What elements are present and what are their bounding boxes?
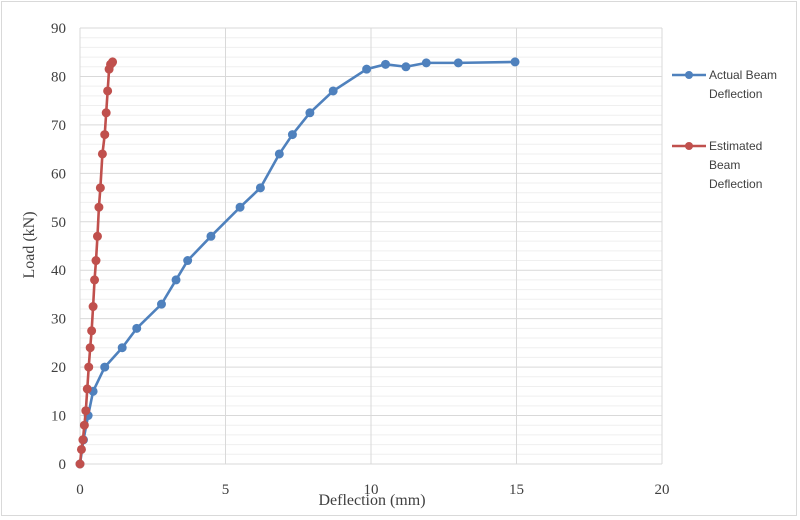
grid	[79, 27, 663, 465]
data-point	[510, 57, 520, 67]
series-estimated	[75, 57, 118, 469]
data-point	[87, 326, 97, 336]
data-point	[274, 149, 284, 159]
data-point	[171, 275, 181, 285]
data-point	[183, 256, 193, 266]
y-tick-label: 80	[51, 69, 66, 85]
data-point	[206, 231, 216, 241]
data-point	[76, 444, 86, 454]
legend: Actual Beam Deflection Estimated Beam Deflec…	[672, 68, 777, 191]
data-point	[287, 130, 297, 140]
legend-label: Deflection	[709, 87, 762, 101]
y-tick-label: 50	[51, 215, 66, 231]
data-point	[78, 435, 88, 445]
data-point	[84, 362, 94, 372]
legend-swatch-marker	[685, 142, 693, 150]
data-point	[103, 86, 113, 96]
series-actual	[75, 57, 520, 469]
data-point	[97, 149, 107, 159]
data-point	[95, 183, 105, 193]
y-axis-label: Load (kN)	[21, 211, 38, 278]
y-tick-label: 40	[51, 263, 66, 279]
data-point	[381, 59, 391, 69]
x-tick-label: 5	[222, 482, 230, 498]
legend-label: Actual Beam	[709, 68, 777, 82]
data-point	[421, 58, 431, 68]
y-tick-label: 90	[51, 21, 66, 37]
data-point	[79, 420, 89, 430]
y-tick-label: 10	[51, 409, 66, 425]
y-tick-label: 20	[51, 360, 66, 376]
data-point	[101, 108, 111, 118]
data-point	[117, 343, 127, 353]
data-point	[85, 343, 95, 353]
data-point	[81, 406, 91, 416]
data-point	[401, 62, 411, 72]
series-line	[78, 60, 516, 465]
data-point	[235, 202, 245, 212]
legend-label: Beam	[709, 158, 740, 172]
data-point	[453, 58, 463, 68]
legend-label: Deflection	[709, 177, 762, 191]
data-point	[132, 323, 142, 333]
data-point	[88, 302, 98, 312]
x-tick-label: 0	[76, 482, 84, 498]
y-tick-labels: 0 10 20 30 40 50 60 70 80 90	[51, 21, 66, 473]
y-tick-label: 60	[51, 166, 66, 182]
data-point	[75, 459, 85, 469]
data-point	[156, 299, 166, 309]
data-point	[91, 256, 101, 266]
data-point	[255, 183, 265, 193]
data-point	[328, 86, 338, 96]
data-point	[90, 275, 100, 285]
data-point	[100, 362, 110, 372]
y-tick-label: 70	[51, 118, 66, 134]
x-axis-label: Deflection (mm)	[318, 492, 425, 509]
data-point	[362, 64, 372, 74]
data-point	[82, 384, 92, 394]
x-tick-label: 10	[364, 482, 379, 498]
legend-swatch-marker	[685, 71, 693, 79]
x-tick-label: 15	[509, 482, 524, 498]
series-layer	[75, 57, 520, 469]
data-point	[92, 231, 102, 241]
y-tick-label: 0	[59, 457, 67, 473]
data-point	[305, 108, 315, 118]
data-point	[108, 57, 118, 67]
data-point	[100, 130, 110, 140]
y-tick-label: 30	[51, 312, 66, 328]
x-tick-labels: 0 5 10 15 20	[76, 482, 669, 498]
legend-label: Estimated	[709, 139, 762, 153]
x-tick-label: 20	[655, 482, 670, 498]
data-point	[94, 202, 104, 212]
